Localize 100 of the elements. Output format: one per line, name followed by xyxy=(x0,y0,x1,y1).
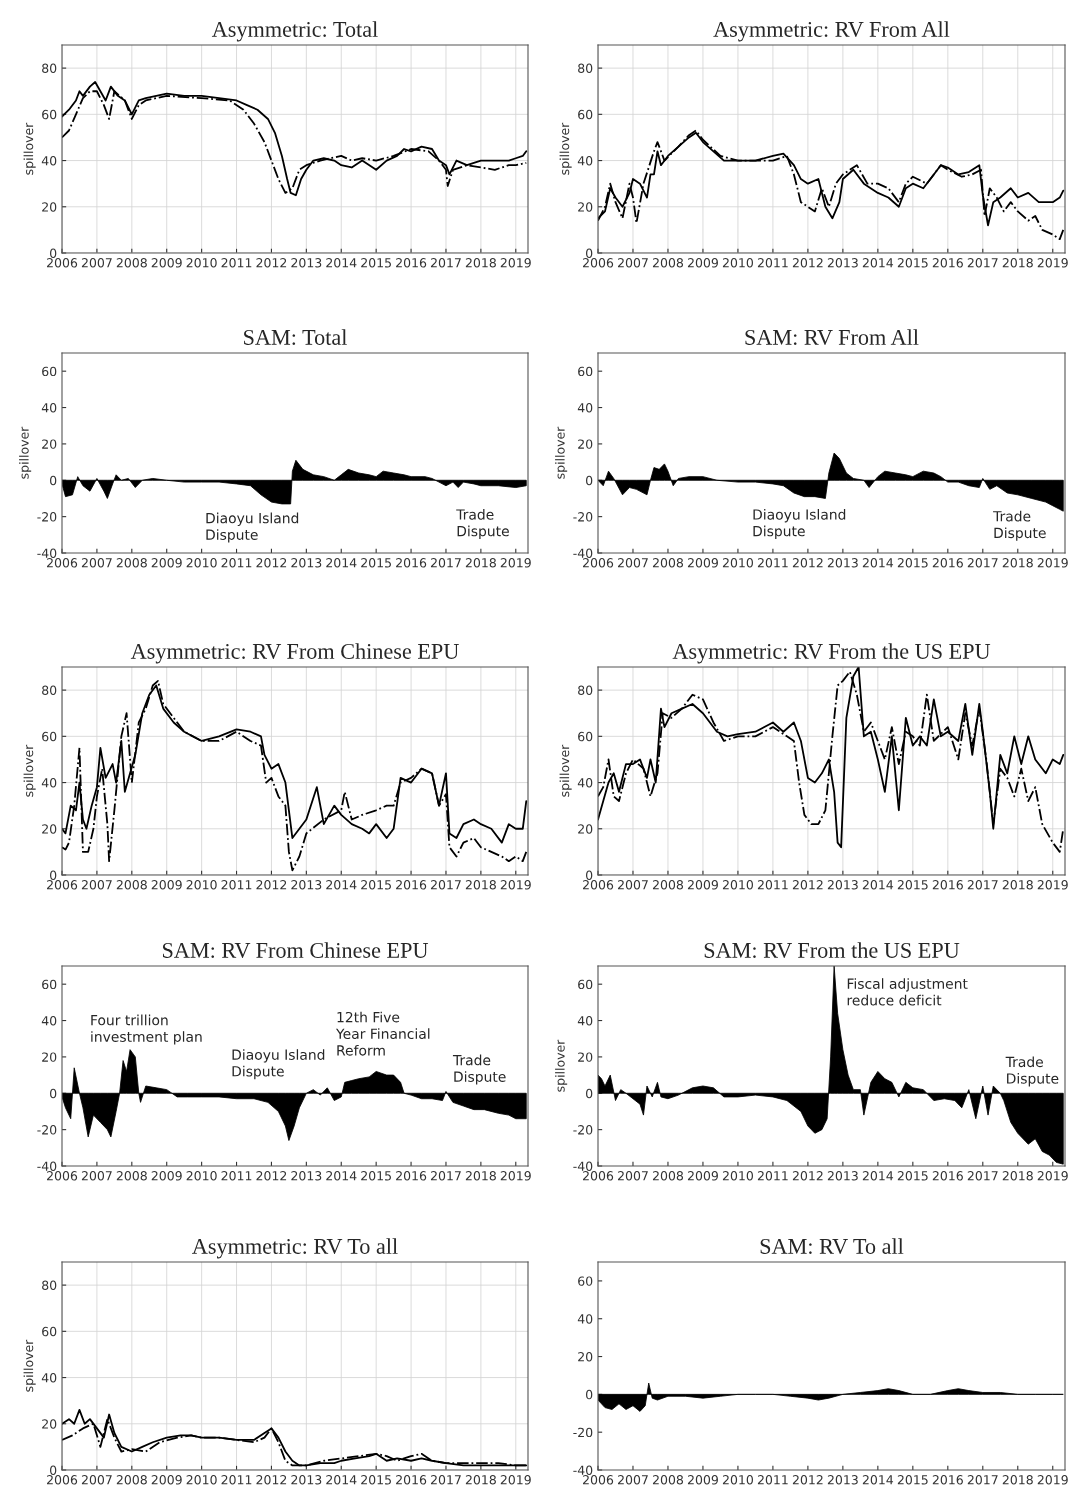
chart-title: SAM: RV From the US EPU xyxy=(704,942,960,958)
x-tick-label: 2018 xyxy=(1002,880,1033,890)
y-tick-label: 0 xyxy=(586,1389,593,1400)
x-tick-label: 2012 xyxy=(256,558,287,568)
x-tick-label: 2006 xyxy=(583,1475,614,1485)
x-tick-label: 2017 xyxy=(967,558,998,568)
x-tick-label: 2012 xyxy=(256,1475,287,1485)
chart-title: SAM: RV From Chinese EPU xyxy=(162,942,429,958)
x-tick-label: 2008 xyxy=(652,880,684,890)
y-tick-label: 60 xyxy=(578,979,593,990)
x-tick-label: 2016 xyxy=(932,880,963,890)
x-tick-label: 2014 xyxy=(862,1475,894,1485)
x-tick-label: 2012 xyxy=(792,1475,823,1485)
x-tick-label: 2013 xyxy=(291,558,322,568)
y-tick-label: 80 xyxy=(578,685,593,696)
x-tick-label: 2018 xyxy=(465,880,496,890)
chart-title: Asymmetric: RV To all xyxy=(192,1238,398,1259)
y-axis-title: spillover xyxy=(23,744,36,797)
y-tick-label: -20 xyxy=(37,1125,57,1135)
x-tick-label: 2019 xyxy=(500,1475,531,1485)
x-tick-label: 2011 xyxy=(757,880,788,890)
x-tick-label: 2010 xyxy=(186,258,217,268)
chart-title: Asymmetric: RV From Chinese EPU xyxy=(130,643,459,664)
x-tick-label: 2007 xyxy=(617,1475,648,1485)
annotation: 12th Five Year Financial Reform xyxy=(335,1011,430,1056)
y-tick-label: 80 xyxy=(42,685,57,696)
y-tick-label: 20 xyxy=(42,202,57,212)
x-tick-label: 2013 xyxy=(291,880,322,890)
y-tick-label: -40 xyxy=(573,1161,593,1171)
x-tick-label: 2018 xyxy=(1002,258,1033,268)
y-tick-label: 20 xyxy=(578,1052,593,1062)
x-tick-label: 2007 xyxy=(81,558,112,568)
x-tick-label: 2019 xyxy=(1037,258,1068,268)
x-tick-label: 2017 xyxy=(430,880,461,890)
x-tick-label: 2011 xyxy=(221,558,252,568)
y-tick-label: 0 xyxy=(586,1088,593,1099)
x-tick-label: 2015 xyxy=(361,558,391,568)
y-axis-title: spillover xyxy=(23,1339,36,1392)
y-tick-label: 60 xyxy=(578,731,593,742)
x-tick-label: 2017 xyxy=(430,1475,461,1485)
x-tick-label: 2018 xyxy=(465,258,496,268)
x-tick-label: 2016 xyxy=(932,1475,963,1485)
y-tick-label: 0 xyxy=(50,248,57,258)
x-tick-label: 2007 xyxy=(81,1475,112,1485)
y-tick-label: 0 xyxy=(50,475,57,486)
y-tick-label: 60 xyxy=(42,1326,57,1337)
y-tick-label: 20 xyxy=(578,1352,593,1362)
x-tick-label: 2016 xyxy=(932,1171,963,1181)
x-tick-label: 2013 xyxy=(291,258,322,268)
chart-title: SAM: Total xyxy=(244,329,347,345)
x-tick-label: 2007 xyxy=(617,1171,648,1181)
y-axis-title: spillover xyxy=(559,744,572,797)
annotation: Diaoyu Island Dispute xyxy=(753,508,846,540)
x-tick-label: 2016 xyxy=(396,1171,427,1181)
y-tick-label: 40 xyxy=(577,156,593,166)
y-tick-label: 80 xyxy=(578,63,593,74)
x-tick-label: 2006 xyxy=(583,558,614,568)
x-tick-label: 2017 xyxy=(430,558,461,568)
x-tick-label: 2019 xyxy=(500,558,531,568)
y-axis-title: spillover xyxy=(555,1039,568,1092)
x-tick-label: 2011 xyxy=(757,1475,788,1485)
y-tick-label: 40 xyxy=(577,1314,593,1324)
x-tick-label: 2012 xyxy=(792,558,823,568)
x-tick-label: 2019 xyxy=(1037,1171,1068,1181)
x-tick-label: 2006 xyxy=(47,558,78,568)
x-tick-label: 2016 xyxy=(396,1475,427,1485)
x-tick-label: 2010 xyxy=(186,1475,217,1485)
x-tick-label: 2011 xyxy=(757,1171,788,1181)
x-tick-label: 2014 xyxy=(862,880,894,890)
y-tick-label: 0 xyxy=(50,1465,57,1475)
y-axis-title: spillover xyxy=(555,426,568,479)
x-tick-label: 2010 xyxy=(186,1171,217,1181)
x-tick-label: 2009 xyxy=(687,558,718,568)
x-tick-label: 2012 xyxy=(256,258,287,268)
y-tick-label: 40 xyxy=(41,403,57,413)
y-tick-label: 20 xyxy=(42,1052,57,1062)
x-tick-label: 2011 xyxy=(221,880,252,890)
x-tick-label: 2007 xyxy=(81,1171,112,1181)
x-tick-label: 2017 xyxy=(967,1171,998,1181)
y-tick-label: 80 xyxy=(42,63,57,74)
y-tick-label: 40 xyxy=(577,1016,593,1026)
x-tick-label: 2018 xyxy=(465,558,496,568)
x-tick-label: 2014 xyxy=(326,880,357,890)
x-tick-label: 2013 xyxy=(827,1475,858,1485)
y-tick-label: -20 xyxy=(573,1125,593,1135)
x-tick-label: 2017 xyxy=(967,258,998,268)
x-tick-label: 2016 xyxy=(396,258,427,268)
x-tick-label: 2015 xyxy=(897,880,928,890)
x-tick-label: 2013 xyxy=(827,880,858,890)
y-tick-label: 60 xyxy=(578,1276,593,1286)
x-tick-label: 2014 xyxy=(326,1475,357,1485)
x-tick-label: 2006 xyxy=(47,1475,78,1485)
x-tick-label: 2009 xyxy=(151,1475,182,1485)
x-tick-label: 2007 xyxy=(617,558,648,568)
x-tick-label: 2014 xyxy=(326,258,357,268)
annotation: Diaoyu Island Dispute xyxy=(206,512,299,543)
x-tick-label: 2009 xyxy=(151,258,182,268)
x-tick-label: 2018 xyxy=(1002,1171,1033,1181)
annotation: Trade Dispute xyxy=(993,510,1046,541)
x-tick-label: 2016 xyxy=(932,558,963,568)
